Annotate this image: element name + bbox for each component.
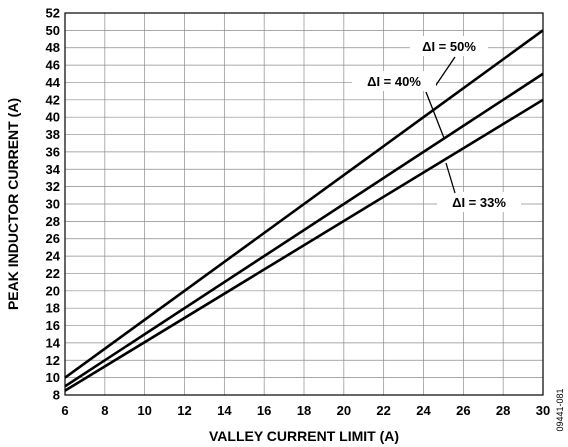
x-tick-label: 12 (177, 403, 191, 418)
x-tick-label: 24 (416, 403, 431, 418)
x-tick-label: 20 (337, 403, 351, 418)
y-tick-label: 34 (46, 162, 61, 177)
annotation-background (352, 71, 436, 91)
y-tick-label: 30 (46, 197, 60, 212)
x-tick-label: 14 (217, 403, 232, 418)
series-lines (64, 29, 544, 392)
y-tick-label: 48 (46, 40, 60, 55)
series-line-dl-50 (64, 29, 544, 379)
series-line-dl-33 (64, 98, 544, 392)
y-tick-label: 22 (46, 266, 60, 281)
annotation-background (437, 192, 521, 212)
y-axis-label: PEAK INDUCTOR CURRENT (A) (5, 98, 21, 310)
y-tick-label: 44 (46, 75, 61, 90)
figure-id: 09441-081 (555, 388, 565, 431)
y-tick-label: 38 (46, 127, 60, 142)
y-tick-label: 12 (46, 353, 60, 368)
y-tick-label: 18 (46, 301, 60, 316)
annotation-dl-33: ΔI = 33% (437, 162, 521, 212)
series-annotations: ΔI = 50% ΔI = 40% ΔI = 33% (352, 36, 521, 212)
x-tick-label: 26 (456, 403, 470, 418)
y-tick-label: 20 (46, 283, 60, 298)
annotation-label: ΔI = 40% (367, 74, 421, 89)
x-tick-label: 16 (257, 403, 271, 418)
x-tick-label: 22 (376, 403, 390, 418)
y-tick-label: 16 (46, 318, 60, 333)
y-tick-label: 36 (46, 144, 60, 159)
x-tick-label: 18 (297, 403, 311, 418)
y-tick-labels: 8 10 12 14 16 18 20 22 24 26 28 30 32 34 36 38 40 42 44 46 4… (46, 6, 61, 403)
y-tick-label: 32 (46, 179, 60, 194)
annotation-dl-50: ΔI = 50% (410, 36, 488, 89)
x-tick-label: 6 (61, 403, 68, 418)
y-tick-label: 10 (46, 370, 60, 385)
annotation-dl-40: ΔI = 40% (352, 71, 445, 139)
y-tick-label: 14 (46, 335, 61, 350)
x-tick-labels: 6 8 10 12 14 16 18 20 22 24 26 28 30 (61, 403, 550, 418)
annotation-label: ΔI = 33% (452, 195, 506, 210)
annotation-background (410, 36, 488, 56)
x-axis-label: VALLEY CURRENT LIMIT (A) (209, 428, 399, 444)
annotation-leader (433, 56, 456, 89)
x-tick-label: 10 (137, 403, 151, 418)
x-tick-label: 30 (536, 403, 550, 418)
x-tick-label: 8 (101, 403, 108, 418)
y-tick-label: 42 (46, 92, 60, 107)
y-tick-label: 50 (46, 23, 60, 38)
plot-frame (64, 12, 544, 396)
x-tick-label: 28 (496, 403, 510, 418)
y-tick-label: 40 (46, 110, 60, 125)
y-tick-label: 26 (46, 231, 60, 246)
y-tick-label: 24 (46, 249, 61, 264)
annotation-leader (425, 91, 445, 139)
annotation-label: ΔI = 50% (422, 39, 476, 54)
annotation-leader (445, 162, 456, 194)
y-tick-label: 52 (46, 6, 60, 21)
y-tick-label: 28 (46, 214, 60, 229)
y-tick-label: 8 (53, 388, 60, 403)
y-tick-label: 46 (46, 58, 60, 73)
series-line-dl-40 (64, 72, 544, 388)
